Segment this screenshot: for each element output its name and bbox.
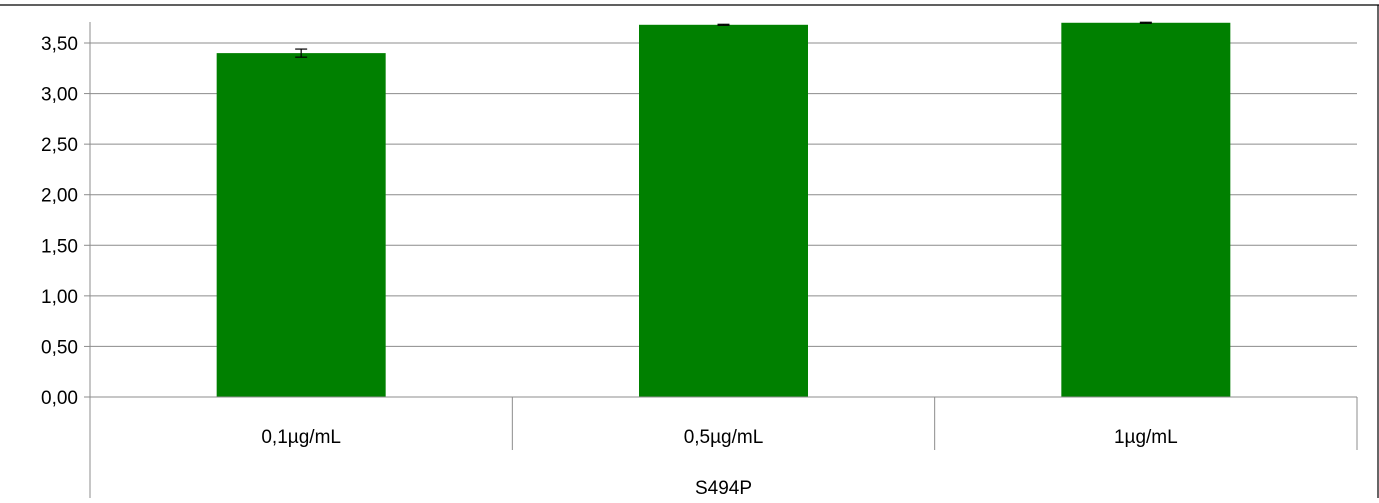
- x-tick-label: 0,5µg/mL: [684, 427, 764, 448]
- bar: [639, 24, 808, 398]
- y-tick-label: 0,00: [41, 388, 78, 409]
- labels: 0,00 0,50 1,00 1,50 2,00 2,50 3,00 3,50 0,1µg/mL…: [41, 34, 1178, 499]
- x-tick-label: 0,1µg/mL: [261, 427, 341, 448]
- y-tick-label: 3,50: [41, 34, 78, 55]
- x-tick-label: 1µg/mL: [1114, 427, 1178, 448]
- bar: [216, 53, 386, 397]
- y-tick-label: 2,00: [41, 186, 78, 207]
- y-tick-label: 3,00: [41, 85, 78, 106]
- y-tick-label: 1,00: [41, 287, 78, 308]
- y-tick-label: 0,50: [41, 337, 78, 358]
- axes: [84, 22, 1358, 498]
- bars: [216, 21, 1231, 398]
- group-label: S494P: [695, 478, 752, 498]
- bar: [1061, 22, 1231, 398]
- y-tick-label: 2,50: [41, 135, 78, 156]
- y-tick-label: 1,50: [41, 236, 78, 257]
